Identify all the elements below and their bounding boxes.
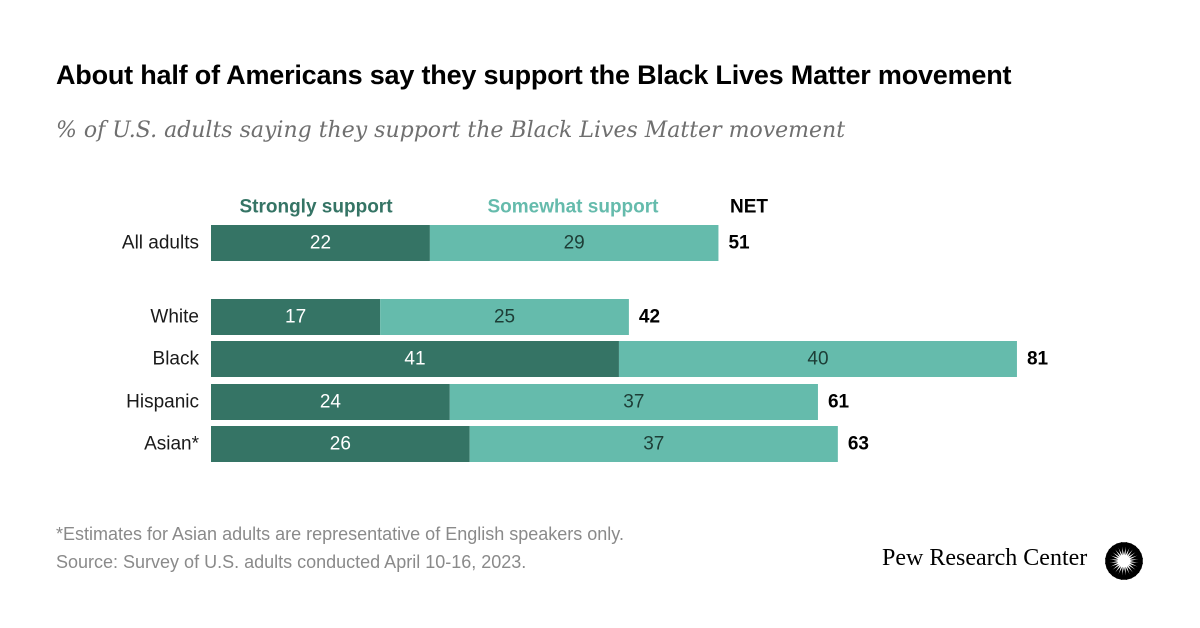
logo-ray xyxy=(1127,566,1136,579)
value-label-somewhat-asian: 37 xyxy=(643,434,664,455)
category-label-hispanic: Hispanic xyxy=(126,392,199,413)
bar-somewhat-white xyxy=(380,299,629,335)
category-label-all-adults: All adults xyxy=(122,233,199,254)
logo-ray xyxy=(1120,567,1128,580)
bar-strongly-black xyxy=(211,341,619,377)
bar-strongly-white xyxy=(211,299,381,335)
chart-title: About half of Americans say they support… xyxy=(56,60,1012,90)
logo-ray xyxy=(1127,543,1136,556)
value-label-somewhat-white: 25 xyxy=(494,307,515,328)
logo-ray xyxy=(1125,566,1132,580)
bar-somewhat-asian xyxy=(469,426,838,462)
net-value-all-adults: 51 xyxy=(728,233,750,254)
value-label-strongly-all-adults: 22 xyxy=(310,233,331,254)
net-header: NET xyxy=(730,197,768,218)
logo-ray xyxy=(1112,566,1121,579)
value-label-strongly-hispanic: 24 xyxy=(320,392,342,413)
logo-ray xyxy=(1108,545,1120,557)
bar-somewhat-all-adults xyxy=(429,225,719,261)
logo-ray xyxy=(1128,565,1140,577)
value-label-somewhat-hispanic: 37 xyxy=(623,392,644,413)
logo-ray xyxy=(1112,543,1121,556)
legend-somewhat-support: Somewhat support xyxy=(487,197,659,218)
category-label-black: Black xyxy=(153,349,200,370)
value-label-strongly-asian: 26 xyxy=(330,434,351,455)
logo-ray xyxy=(1105,562,1119,569)
logo-ray xyxy=(1129,553,1143,560)
bar-strongly-all-adults xyxy=(211,225,430,261)
logo-ray xyxy=(1108,565,1120,577)
footnote-asian: *Estimates for Asian adults are represen… xyxy=(56,524,624,544)
brand-name: Pew Research Center xyxy=(882,545,1088,571)
logo-ray xyxy=(1128,545,1140,557)
bar-strongly-asian xyxy=(211,426,470,462)
bar-somewhat-hispanic xyxy=(449,384,818,420)
source-note: Source: Survey of U.S. adults conducted … xyxy=(56,552,527,572)
chart-subtitle: % of U.S. adults saying they support the… xyxy=(56,118,846,143)
value-label-strongly-black: 41 xyxy=(404,349,425,370)
logo-ray xyxy=(1116,542,1123,556)
net-value-asian: 63 xyxy=(848,434,869,455)
category-label-white: White xyxy=(150,307,199,328)
footnotes: *Estimates for Asian adults are represen… xyxy=(56,520,624,576)
net-value-white: 42 xyxy=(639,307,660,328)
logo-ray xyxy=(1106,549,1119,558)
bar-strongly-hispanic xyxy=(211,384,450,420)
logo-ray xyxy=(1130,557,1143,565)
value-label-strongly-white: 17 xyxy=(285,307,306,328)
logo-ray xyxy=(1129,564,1142,573)
logo-ray xyxy=(1106,564,1119,573)
bar-somewhat-black xyxy=(618,341,1017,377)
legend-strongly-support: Strongly support xyxy=(239,197,393,218)
value-label-somewhat-all-adults: 29 xyxy=(564,233,585,254)
pew-sunburst-icon xyxy=(1105,542,1143,580)
logo-ray xyxy=(1120,542,1128,555)
net-value-black: 81 xyxy=(1027,349,1049,370)
logo-ray xyxy=(1129,549,1142,558)
category-label-asian: Asian* xyxy=(144,434,200,455)
value-label-somewhat-black: 40 xyxy=(807,349,828,370)
net-value-hispanic: 61 xyxy=(828,392,850,413)
logo-ray xyxy=(1105,557,1118,565)
